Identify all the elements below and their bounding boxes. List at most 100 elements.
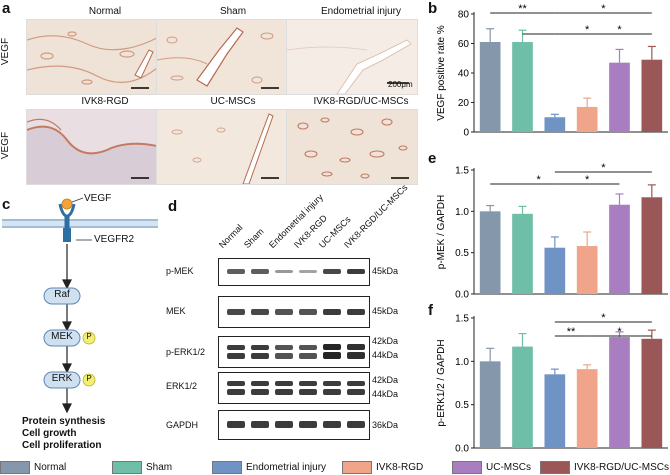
y-tick-label: 1.5 — [455, 314, 469, 325]
blot-name-gapdh: GAPDH — [166, 420, 199, 430]
bar — [479, 211, 501, 294]
kda-gapdh: 36kDa — [372, 420, 399, 430]
legend-swatch — [112, 461, 142, 474]
mek-node — [43, 329, 81, 347]
legend-label: IVK8-RGD/UC-MSCs — [574, 462, 670, 473]
significance-label: ** — [518, 3, 527, 15]
mek-label: MEK — [51, 331, 73, 342]
output-cell-proliferation: Cell proliferation — [22, 440, 102, 451]
y-tick-label: 20 — [458, 98, 470, 109]
bar — [576, 246, 598, 294]
output-protein-synthesis: Protein synthesis — [22, 416, 106, 427]
legend-label: Normal — [34, 462, 67, 473]
output-cell-growth: Cell growth — [22, 428, 77, 439]
y-tick-label: 1.0 — [455, 207, 469, 218]
legend-swatch — [0, 461, 30, 474]
micro-row-label-1: VEGF — [0, 37, 12, 66]
erk-label: ERK — [51, 373, 73, 384]
bar — [576, 369, 598, 448]
legend-item-endometrial-injury: Endometrial injury — [212, 461, 326, 474]
chart-p-mek-gapdh: 0.0 0.5 1.0 1.5 p-MEK / GAPDH * * * — [436, 162, 668, 301]
micro-title-ivk8-rgd-uc-mscs: IVK8-RGD/UC-MSCs — [313, 96, 409, 107]
legend-swatch — [540, 461, 570, 474]
cell-membrane — [2, 219, 158, 228]
y-axis-label: p-MEK / GAPDH — [436, 195, 447, 269]
panel-label-f: f — [428, 302, 433, 319]
lane-label: Sham — [241, 226, 266, 250]
kda-p-mek: 45kDa — [372, 266, 399, 276]
bar — [544, 117, 566, 132]
legend-label: Sham — [146, 462, 173, 473]
panel-label-e: e — [428, 150, 437, 167]
panel-label-b: b — [428, 0, 438, 17]
significance-label: * — [617, 24, 622, 36]
kda-erk-44: 44kDa — [372, 389, 399, 399]
micro-row-label-2: VEGF — [0, 131, 12, 160]
y-tick-label: 1.5 — [455, 166, 469, 177]
micro-title-endometrial-injury: Endometrial injury — [320, 6, 402, 17]
vegfr2-label: VEGFR2 — [94, 234, 135, 245]
micrograph-sham — [156, 19, 288, 95]
y-tick-label: 60 — [458, 39, 470, 50]
bar — [544, 247, 566, 294]
bar — [609, 62, 630, 132]
blot-name-p-erk: p-ERK1/2 — [166, 347, 206, 357]
legend-item-sham: Sham — [112, 461, 172, 474]
blot-name-p-mek: p-MEK — [166, 266, 194, 276]
erk-node — [43, 371, 81, 389]
y-tick-label: 40 — [458, 69, 470, 80]
blot-strip-mek — [218, 296, 370, 328]
y-tick-label: 0 — [463, 128, 469, 139]
legend-label: Endometrial injury — [246, 462, 327, 473]
micrograph-uc-mscs — [156, 109, 288, 185]
scale-bar-label: 200μm — [388, 80, 413, 89]
y-tick-label: 0.0 — [455, 444, 469, 455]
bar — [479, 361, 501, 448]
vegfr2-receptor — [58, 203, 76, 242]
raf-node — [43, 287, 81, 305]
blot-strip-p-mek — [218, 258, 370, 286]
micrograph-ivk8-rgd — [26, 109, 158, 185]
legend-item-normal: Normal — [0, 461, 66, 474]
significance-label: ** — [567, 326, 576, 338]
erk-phospho-icon — [82, 373, 96, 387]
significance-label: * — [601, 3, 606, 15]
micrograph-ivk8-rgd-uc-mscs — [286, 109, 418, 185]
legend-item-uc-mscs: UC-MSCs — [452, 461, 531, 474]
blot-strip-erk — [218, 372, 370, 404]
vegf-ligand — [61, 198, 73, 210]
y-tick-label: 1.0 — [455, 357, 469, 368]
blot-strip-gapdh — [218, 410, 370, 440]
kda-erk-42: 42kDa — [372, 375, 399, 385]
y-axis-label: p-ERK1/2 / GAPDH — [436, 339, 447, 426]
bar — [479, 42, 501, 132]
significance-label: * — [537, 174, 542, 186]
bar — [576, 106, 598, 132]
micro-title-normal: Normal — [88, 6, 122, 17]
significance-label: * — [585, 24, 590, 36]
bar — [544, 374, 566, 448]
significance-label: * — [585, 174, 590, 186]
bar — [641, 338, 663, 448]
legend-item-ivk8-rgd: IVK8-RGD — [342, 461, 423, 474]
legend: Normal Sham Endometrial injury IVK8-RGD … — [0, 459, 670, 475]
panel-label-a: a — [2, 0, 11, 17]
micro-title-ivk8-rgd: IVK8-RGD — [81, 96, 129, 107]
bar — [512, 346, 533, 448]
legend-item-ivk8-rgd-uc-mscs: IVK8-RGD/UC-MSCs — [540, 461, 669, 474]
pathway-outputs: Protein synthesis Cell growth Cell proli… — [22, 416, 105, 452]
erk-phospho-label: P — [86, 374, 92, 383]
blot-strip-p-erk — [218, 336, 370, 368]
micro-title-uc-mscs: UC-MSCs — [210, 96, 256, 107]
y-tick-label: 0.0 — [455, 290, 469, 301]
bar — [641, 59, 663, 132]
bar — [609, 337, 630, 448]
legend-label: UC-MSCs — [486, 462, 531, 473]
vegf-label: VEGF — [84, 193, 112, 204]
kda-mek: 45kDa — [372, 306, 399, 316]
micro-title-sham: Sham — [219, 6, 247, 17]
lane-label: IVK8-RGD/UC-MSCs — [341, 182, 410, 250]
bar — [512, 213, 533, 294]
mek-phospho-icon — [82, 331, 96, 345]
